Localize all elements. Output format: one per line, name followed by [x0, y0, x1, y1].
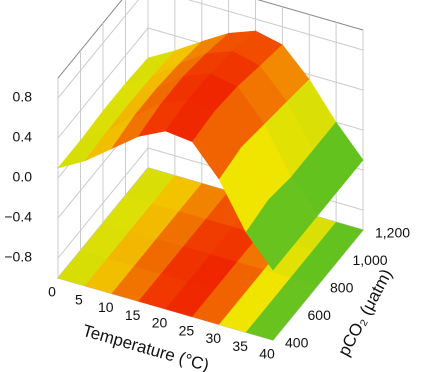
- grid-line: [57, 0, 364, 99]
- x-tick-label: 0: [48, 284, 56, 300]
- floor-contour: [313, 222, 364, 258]
- x-tick-label: 5: [75, 291, 83, 307]
- surface-patch: [245, 199, 296, 271]
- x-tick-label: 10: [98, 299, 114, 315]
- z-tick-label: −0.4: [4, 209, 32, 225]
- z-tick-label: 0.4: [13, 129, 33, 145]
- x-tick-label: 15: [125, 307, 141, 323]
- y-tick-label: 1,200: [375, 225, 410, 241]
- x-tick-label: 35: [232, 338, 248, 354]
- x-tick-label: 20: [152, 315, 168, 331]
- y-tick-label: 400: [285, 335, 309, 351]
- x-tick-label: 40: [259, 346, 275, 362]
- y-tick-label: 600: [308, 307, 332, 323]
- y-tick-label: 800: [330, 280, 354, 296]
- z-tick-label: 0.8: [13, 89, 33, 105]
- x-tick-label: 25: [179, 322, 195, 338]
- z-tick-label: −0.8: [4, 249, 32, 265]
- x-tick-label: 30: [205, 330, 221, 346]
- y-tick-label: 1,000: [353, 252, 388, 268]
- z-tick-label: 0.0: [13, 169, 33, 185]
